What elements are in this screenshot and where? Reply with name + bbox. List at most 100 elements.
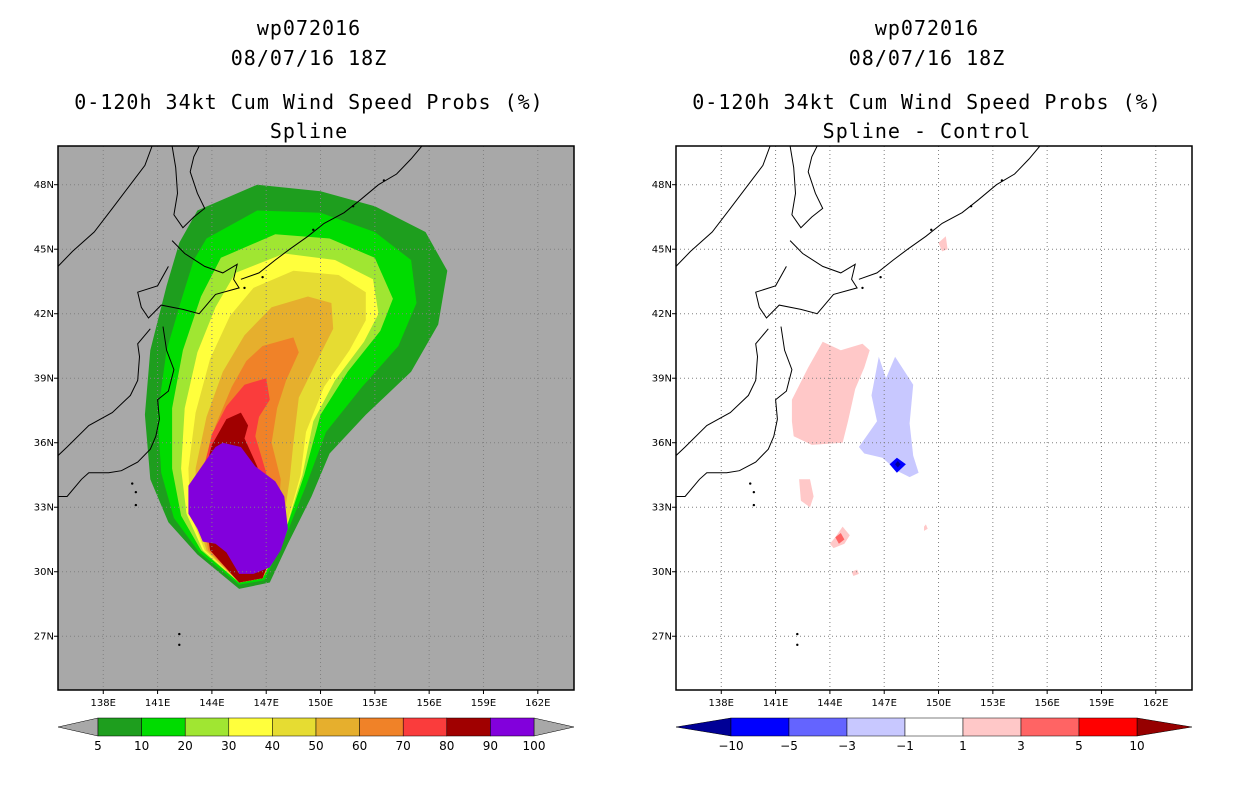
left-island <box>243 286 246 290</box>
left-colorbar-swatch <box>402 717 448 737</box>
right-y-tick-label: 33N <box>652 503 672 514</box>
right-x-tick-label: 150E <box>926 698 951 709</box>
right-colorbar-swatch <box>904 717 964 737</box>
right-coastline-asia <box>676 146 771 267</box>
left-colorbar-swatch <box>315 717 360 737</box>
left-chart-title: 0-120h 34kt Cum Wind Speed Probs (%) <box>74 90 544 114</box>
left-coastline-kurils <box>240 146 423 280</box>
left-colorbar-swatch <box>228 717 273 737</box>
right-colorbar-swatch <box>788 717 848 737</box>
right-x-tick-label: 153E <box>980 698 1005 709</box>
left-y-tick-label: 45N <box>34 245 54 256</box>
left-colorbar-label: 100 <box>523 739 546 753</box>
right-chart-panel: wp072016 08/07/16 18Z 0-120h 34kt Cum Wi… <box>618 0 1236 800</box>
right-colorbar-swatch <box>730 717 790 737</box>
right-y-tick-label: 27N <box>652 632 672 643</box>
right-coastline-hokkaido <box>755 240 858 319</box>
left-x-tick-label: 150E <box>308 698 333 709</box>
left-colorbar-under-arrow <box>57 717 99 737</box>
right-y-tick-label: 30N <box>652 567 672 578</box>
right-colorbar-label: 5 <box>1075 739 1083 753</box>
left-island <box>178 632 181 636</box>
left-x-tick-label: 147E <box>254 698 279 709</box>
left-x-tick-label: 159E <box>471 698 496 709</box>
right-island <box>1000 179 1004 182</box>
left-colorbar-swatch <box>446 717 491 737</box>
left-colorbar-swatch <box>490 717 535 737</box>
right-island <box>752 503 756 507</box>
right-x-tick-label: 159E <box>1089 698 1114 709</box>
left-datetime: 08/07/16 18Z <box>230 46 388 70</box>
left-storm-id: wp072016 <box>256 16 362 40</box>
left-island <box>178 643 181 647</box>
left-island <box>382 179 386 182</box>
right-x-tick-label: 162E <box>1143 698 1168 709</box>
left-island <box>134 503 138 507</box>
right-contour--3--1 <box>858 356 919 478</box>
right-map-background <box>676 146 1192 690</box>
left-contour-90-100 <box>188 442 288 574</box>
right-contour-3-5 <box>835 533 845 544</box>
right-coastline-honshu <box>676 326 793 497</box>
right-colorbar-label: −3 <box>838 739 856 753</box>
right-colorbar-label: 1 <box>959 739 967 753</box>
left-y-tick-label: 33N <box>34 503 54 514</box>
right-datetime: 08/07/16 18Z <box>848 46 1006 70</box>
left-coastline-sakhalin <box>171 146 206 229</box>
right-island <box>796 643 799 647</box>
left-x-tick-label: 156E <box>416 698 441 709</box>
right-contour-1-3 <box>851 569 859 576</box>
left-y-tick-label: 36N <box>34 438 54 449</box>
right-x-tick-label: 144E <box>817 698 842 709</box>
right-contour-1-3 <box>791 341 870 445</box>
left-x-tick-label: 153E <box>362 698 387 709</box>
left-colorbar-swatch <box>184 717 230 737</box>
right-colorbar-over-arrow <box>1136 717 1193 737</box>
right-island <box>879 275 882 279</box>
right-contour-1-3 <box>799 479 814 508</box>
left-coastline-asia <box>58 146 153 267</box>
left-colorbar-label: 10 <box>134 739 149 753</box>
right-island <box>1051 140 1053 142</box>
right-chart-subtitle: Spline - Control <box>822 119 1032 143</box>
right-x-tick-label: 138E <box>709 698 734 709</box>
right-x-tick-label: 147E <box>872 698 897 709</box>
left-x-tick-label: 162E <box>525 698 550 709</box>
right-coastline-sakhalin <box>789 146 824 229</box>
right-contour-<-10 <box>895 461 901 468</box>
right-island <box>749 482 752 485</box>
left-coastline-honshu <box>58 326 175 497</box>
left-colorbar-swatch <box>97 717 142 737</box>
left-colorbar-swatch <box>359 717 404 737</box>
left-x-tick-label: 144E <box>199 698 224 709</box>
left-map-frame <box>57 145 575 691</box>
left-colorbar-label: 90 <box>483 739 498 753</box>
right-y-tick-label: 42N <box>652 309 672 320</box>
right-colorbar-swatch <box>846 717 906 737</box>
right-island <box>796 632 799 636</box>
right-y-tick-label: 36N <box>652 438 672 449</box>
left-colorbar-swatch <box>141 717 186 737</box>
left-island <box>433 140 435 142</box>
right-storm-id: wp072016 <box>874 16 980 40</box>
left-colorbar-over-arrow <box>533 717 575 737</box>
left-island <box>351 205 355 208</box>
left-island <box>131 482 134 485</box>
left-y-tick-label: 30N <box>34 567 54 578</box>
right-chart-title: 0-120h 34kt Cum Wind Speed Probs (%) <box>692 90 1162 114</box>
right-colorbar-label: −5 <box>780 739 798 753</box>
right-colorbar-label: −10 <box>718 739 743 753</box>
left-x-tick-label: 141E <box>145 698 170 709</box>
left-colorbar-label: 50 <box>308 739 323 753</box>
right-x-tick-label: 141E <box>763 698 788 709</box>
left-colorbar-label: 80 <box>439 739 454 753</box>
right-contour-1-3 <box>924 524 928 531</box>
left-y-tick-label: 48N <box>34 180 54 191</box>
right-island <box>969 205 973 208</box>
left-colorbar-label: 30 <box>221 739 236 753</box>
right-x-tick-label: 156E <box>1034 698 1059 709</box>
right-y-tick-label: 39N <box>652 374 672 385</box>
left-coastline-hokkaido <box>137 240 240 319</box>
right-y-tick-label: 48N <box>652 180 672 191</box>
left-colorbar-swatch <box>272 717 317 737</box>
